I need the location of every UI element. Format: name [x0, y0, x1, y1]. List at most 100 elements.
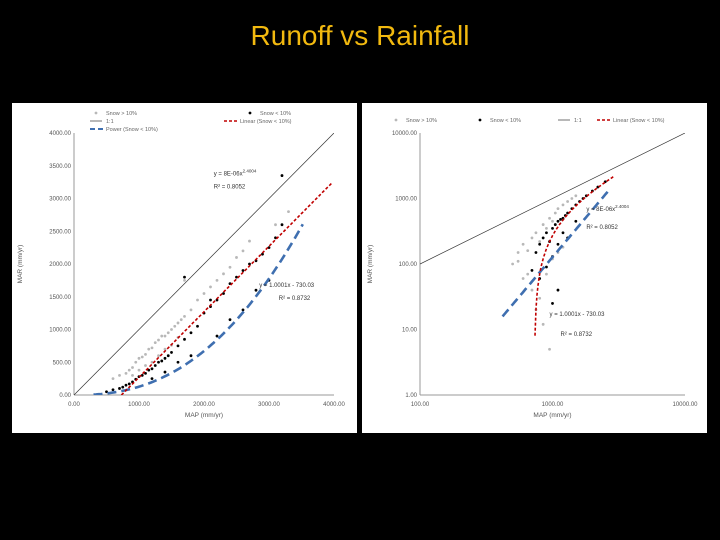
data-point — [248, 262, 251, 266]
y-tick-label: 3500.00 — [49, 164, 71, 170]
data-point — [163, 334, 167, 338]
data-point — [196, 324, 199, 328]
x-tick-label: 2000.00 — [193, 402, 215, 408]
data-point — [551, 219, 554, 223]
data-point — [248, 239, 251, 243]
legend-entry: Snow > 10% — [406, 118, 437, 124]
data-point — [228, 318, 232, 322]
data-point — [137, 368, 141, 372]
chart-linear-svg: 0.00 1000.00 2000.00 3000.00 4000.00 0.00 500.… — [17, 111, 346, 419]
x-tick-label: 4000.00 — [323, 402, 345, 408]
data-point — [526, 272, 530, 276]
legend-marker-point — [248, 111, 252, 115]
fit-equation-label: R² = 0.8732 — [279, 296, 311, 302]
fit-equation-label: y = 8E-06x2.4004 — [586, 204, 629, 213]
data-point — [538, 240, 542, 243]
legend-entry: Linear (Snow < 10%) — [613, 118, 665, 124]
x-axis-label: MAP (mm/yr) — [533, 412, 571, 419]
fit-equation-label: R² = 0.8052 — [214, 185, 246, 191]
data-point — [530, 268, 534, 272]
data-point — [209, 298, 212, 302]
data-point — [137, 356, 141, 360]
data-point — [163, 347, 167, 351]
one-to-one-line — [420, 133, 685, 265]
legend: Snow > 10% Snow < 10% 1:1 Linear (Snow < 10… — [394, 118, 665, 124]
plot-area — [420, 133, 685, 351]
legend: Snow > 10% Snow < 10% 1:1 Power (Snow < 10%… — [90, 111, 292, 133]
data-point — [153, 341, 157, 344]
legend-entry: 1:1 — [106, 119, 114, 125]
y-tick-label: 3000.00 — [49, 197, 71, 203]
y-tick-label: 1500.00 — [49, 295, 71, 301]
data-point — [530, 236, 534, 240]
data-point — [261, 252, 264, 256]
data-point — [254, 288, 258, 292]
y-tick-label: 0.00 — [59, 393, 71, 399]
data-point — [541, 236, 545, 240]
data-point — [111, 388, 115, 392]
x-tick-label: 100.00 — [411, 402, 430, 408]
data-point — [166, 354, 170, 358]
data-point — [176, 321, 180, 325]
data-point — [530, 288, 534, 292]
y-tick-label: 1000.00 — [49, 328, 71, 334]
data-point — [521, 277, 525, 280]
data-point — [541, 223, 545, 226]
data-point — [160, 359, 164, 363]
data-point — [144, 364, 147, 367]
data-point — [121, 385, 125, 389]
data-point — [183, 337, 186, 341]
data-point — [124, 383, 128, 387]
data-point — [215, 278, 219, 282]
data-point — [241, 249, 245, 253]
data-point — [209, 285, 212, 289]
data-point — [267, 246, 271, 250]
data-point — [157, 360, 160, 364]
data-point — [153, 364, 157, 367]
y-tick-label: 10000.00 — [392, 131, 418, 137]
data-point — [215, 334, 219, 338]
data-point — [196, 298, 199, 302]
y-tick-label: 500.00 — [53, 360, 72, 366]
data-point — [570, 197, 574, 200]
data-point — [189, 331, 193, 335]
y-axis-label: MAR (mm/yr) — [367, 245, 374, 284]
plot-area — [74, 133, 334, 395]
fit-equation-label: y = 8E-06x2.4004 — [214, 169, 257, 178]
data-point — [548, 216, 551, 220]
linear-fit-line — [534, 175, 615, 336]
data-point — [287, 210, 290, 213]
data-point — [127, 382, 131, 386]
fit-equation-label: y = 1.0001x - 730.03 — [550, 312, 606, 318]
data-point — [118, 387, 121, 390]
data-point — [516, 251, 520, 254]
data-point — [163, 370, 167, 374]
data-point — [545, 265, 548, 269]
data-point — [241, 308, 245, 312]
data-point — [147, 368, 151, 372]
power-fit-line — [93, 223, 304, 395]
chart-panel-log: 100.00 1000.00 10000.00 1.00 10.00 100.00 1000… — [362, 103, 707, 433]
data-point — [545, 226, 548, 230]
data-point — [545, 272, 548, 276]
legend-entry: Power (Snow < 10%) — [106, 127, 158, 133]
fit-equation-label: R² = 0.8732 — [561, 332, 593, 338]
x-tick-label: 10000.00 — [672, 402, 698, 408]
data-point — [140, 373, 144, 377]
data-point — [183, 315, 186, 318]
data-point — [574, 194, 578, 198]
y-tick-label: 100.00 — [399, 262, 418, 268]
data-point — [166, 331, 170, 335]
fit-equation-label: y = 1.0001x - 730.03 — [259, 283, 315, 289]
data-point — [111, 377, 115, 381]
data-point — [189, 354, 193, 358]
legend-entry: Snow < 10% — [260, 111, 291, 117]
data-point — [170, 328, 173, 331]
data-point — [150, 367, 154, 371]
y-axis-label: MAR (mm/yr) — [17, 245, 24, 284]
data-point — [173, 324, 177, 328]
data-point — [235, 275, 238, 279]
legend-entry: Linear (Snow < 10%) — [240, 119, 292, 125]
data-point — [516, 259, 520, 263]
data-point — [280, 223, 284, 227]
